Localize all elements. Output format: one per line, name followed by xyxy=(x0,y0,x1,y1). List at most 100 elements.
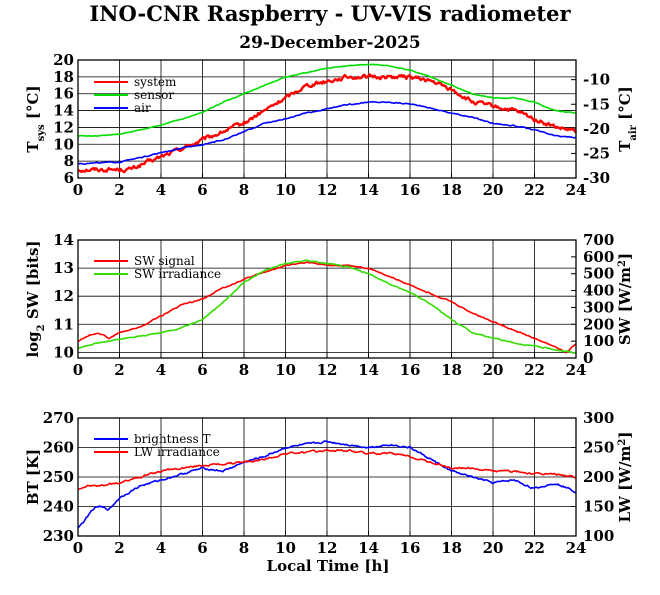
x-tick-label: 14 xyxy=(358,361,379,379)
y-right-tick-label: -10 xyxy=(583,71,610,89)
y-left-tick-label: 250 xyxy=(43,468,74,486)
plot-frame xyxy=(77,59,577,179)
y-right-tick-label: 150 xyxy=(583,498,614,516)
y-left-tick-label: 260 xyxy=(43,439,74,457)
y-left-tick-label: 270 xyxy=(43,409,74,427)
y-left-tick-label: 10 xyxy=(53,135,74,153)
series-line-sw-irradiance xyxy=(77,259,576,354)
y-left-tick-label: 18 xyxy=(53,68,74,86)
y-left-tick-label: 12 xyxy=(53,287,74,305)
legend-label: brightness T xyxy=(134,432,210,446)
x-tick-label: 0 xyxy=(73,361,83,379)
x-tick-label: 14 xyxy=(358,539,379,557)
x-tick-label: 14 xyxy=(358,181,379,199)
x-tick-label: 6 xyxy=(197,181,207,199)
legend-label: air xyxy=(134,101,151,115)
series-line-brightness-t xyxy=(77,440,577,529)
x-tick-label: 4 xyxy=(156,539,166,557)
y-left-tick-label: 10 xyxy=(53,343,74,361)
y-right-tick-label: 300 xyxy=(583,298,614,316)
x-axis-label: Local Time [h] xyxy=(267,557,390,575)
x-tick-label: 22 xyxy=(524,361,545,379)
x-tick-label: 10 xyxy=(275,361,296,379)
x-tick-label: 2 xyxy=(114,361,124,379)
plot-frame xyxy=(77,417,577,537)
x-tick-label: 20 xyxy=(483,361,504,379)
x-tick-label: 12 xyxy=(317,361,338,379)
y-right-tick-label: 100 xyxy=(583,527,614,545)
x-tick-label: 20 xyxy=(483,539,504,557)
y-right-tick-label: 400 xyxy=(583,282,614,300)
x-tick-label: 22 xyxy=(524,539,545,557)
chart-panel-longwave: 0 2 4 6 8 10 12 14 16 18 20 22 242302402502602701001… xyxy=(43,409,615,557)
x-tick-label: 20 xyxy=(483,181,504,199)
series-line-sw-signal xyxy=(77,261,577,354)
y-left-tick-label: 16 xyxy=(53,85,74,103)
y-left-tick-label: 13 xyxy=(53,259,74,277)
x-tick-label: 6 xyxy=(197,361,207,379)
x-tick-label: 10 xyxy=(275,181,296,199)
y-left-tick-label: 12 xyxy=(53,118,74,136)
y-axis-label-left: Tsys [°C] xyxy=(24,85,47,152)
legend-label: SW signal xyxy=(134,254,195,268)
x-tick-label: 8 xyxy=(239,181,249,199)
y-right-tick-label: 100 xyxy=(583,332,614,350)
y-left-tick-label: 8 xyxy=(64,152,74,170)
y-left-tick-label: 6 xyxy=(64,169,74,187)
y-axis-label-left: BT [K] xyxy=(24,449,42,505)
series-line-system xyxy=(77,73,578,174)
y-right-tick-label: 700 xyxy=(583,231,614,249)
x-tick-label: 24 xyxy=(566,181,587,199)
y-right-tick-label: -30 xyxy=(583,169,610,187)
y-right-tick-label: 500 xyxy=(583,265,614,283)
x-tick-label: 12 xyxy=(317,181,338,199)
plot-frame xyxy=(77,239,577,359)
x-tick-label: 10 xyxy=(275,539,296,557)
legend-label: system xyxy=(134,75,177,89)
y-left-tick-label: 20 xyxy=(53,51,74,69)
y-axis-label-left: log2 SW [bits] xyxy=(24,240,47,357)
x-tick-label: 16 xyxy=(400,539,421,557)
y-right-tick-label: 0 xyxy=(583,349,593,367)
y-right-tick-label: -25 xyxy=(583,144,610,162)
y-right-tick-label: 200 xyxy=(583,315,614,333)
x-tick-label: 22 xyxy=(524,181,545,199)
y-axis-label-right: SW [W/m2] xyxy=(616,253,634,345)
y-right-tick-label: 250 xyxy=(583,439,614,457)
series-line-air xyxy=(77,101,577,165)
x-tick-label: 6 xyxy=(197,539,207,557)
legend-label: SW irradiance xyxy=(134,267,221,281)
x-tick-label: 18 xyxy=(441,181,462,199)
y-left-tick-label: 230 xyxy=(43,527,74,545)
x-tick-label: 4 xyxy=(156,361,166,379)
x-tick-label: 0 xyxy=(73,181,83,199)
legend-label: sensor xyxy=(134,88,174,102)
chart-panel-temperature: 0 2 4 6 8 10 12 14 16 18 20 22 2468101214161820-30-2… xyxy=(53,51,610,199)
x-tick-label: 16 xyxy=(400,361,421,379)
series-line-lw-irradiance xyxy=(77,448,577,490)
y-right-tick-label: 600 xyxy=(583,248,614,266)
legend-label: LW irradiance xyxy=(134,445,220,459)
y-left-tick-label: 11 xyxy=(53,315,74,333)
x-tick-label: 4 xyxy=(156,181,166,199)
x-tick-label: 12 xyxy=(317,539,338,557)
x-tick-label: 18 xyxy=(441,539,462,557)
y-right-tick-label: -15 xyxy=(583,95,610,113)
x-tick-label: 24 xyxy=(566,361,587,379)
figure-title: INO-CNR Raspberry - UV-VIS radiometer xyxy=(89,1,571,26)
x-tick-label: 2 xyxy=(114,181,124,199)
x-tick-label: 16 xyxy=(400,181,421,199)
x-tick-label: 2 xyxy=(114,539,124,557)
y-right-tick-label: 300 xyxy=(583,409,614,427)
y-left-tick-label: 14 xyxy=(53,231,74,249)
y-axis-label-right: Tair [°C] xyxy=(616,86,639,152)
x-tick-label: 0 xyxy=(73,539,83,557)
y-left-tick-label: 240 xyxy=(43,498,74,516)
series-line-sensor xyxy=(77,63,577,137)
y-left-tick-label: 14 xyxy=(53,102,74,120)
x-tick-label: 18 xyxy=(441,361,462,379)
y-right-tick-label: -20 xyxy=(583,120,610,138)
y-right-tick-label: 200 xyxy=(583,468,614,486)
y-axis-label-right: LW [W/m2] xyxy=(616,432,634,523)
figure-date: 29-December-2025 xyxy=(239,33,420,53)
